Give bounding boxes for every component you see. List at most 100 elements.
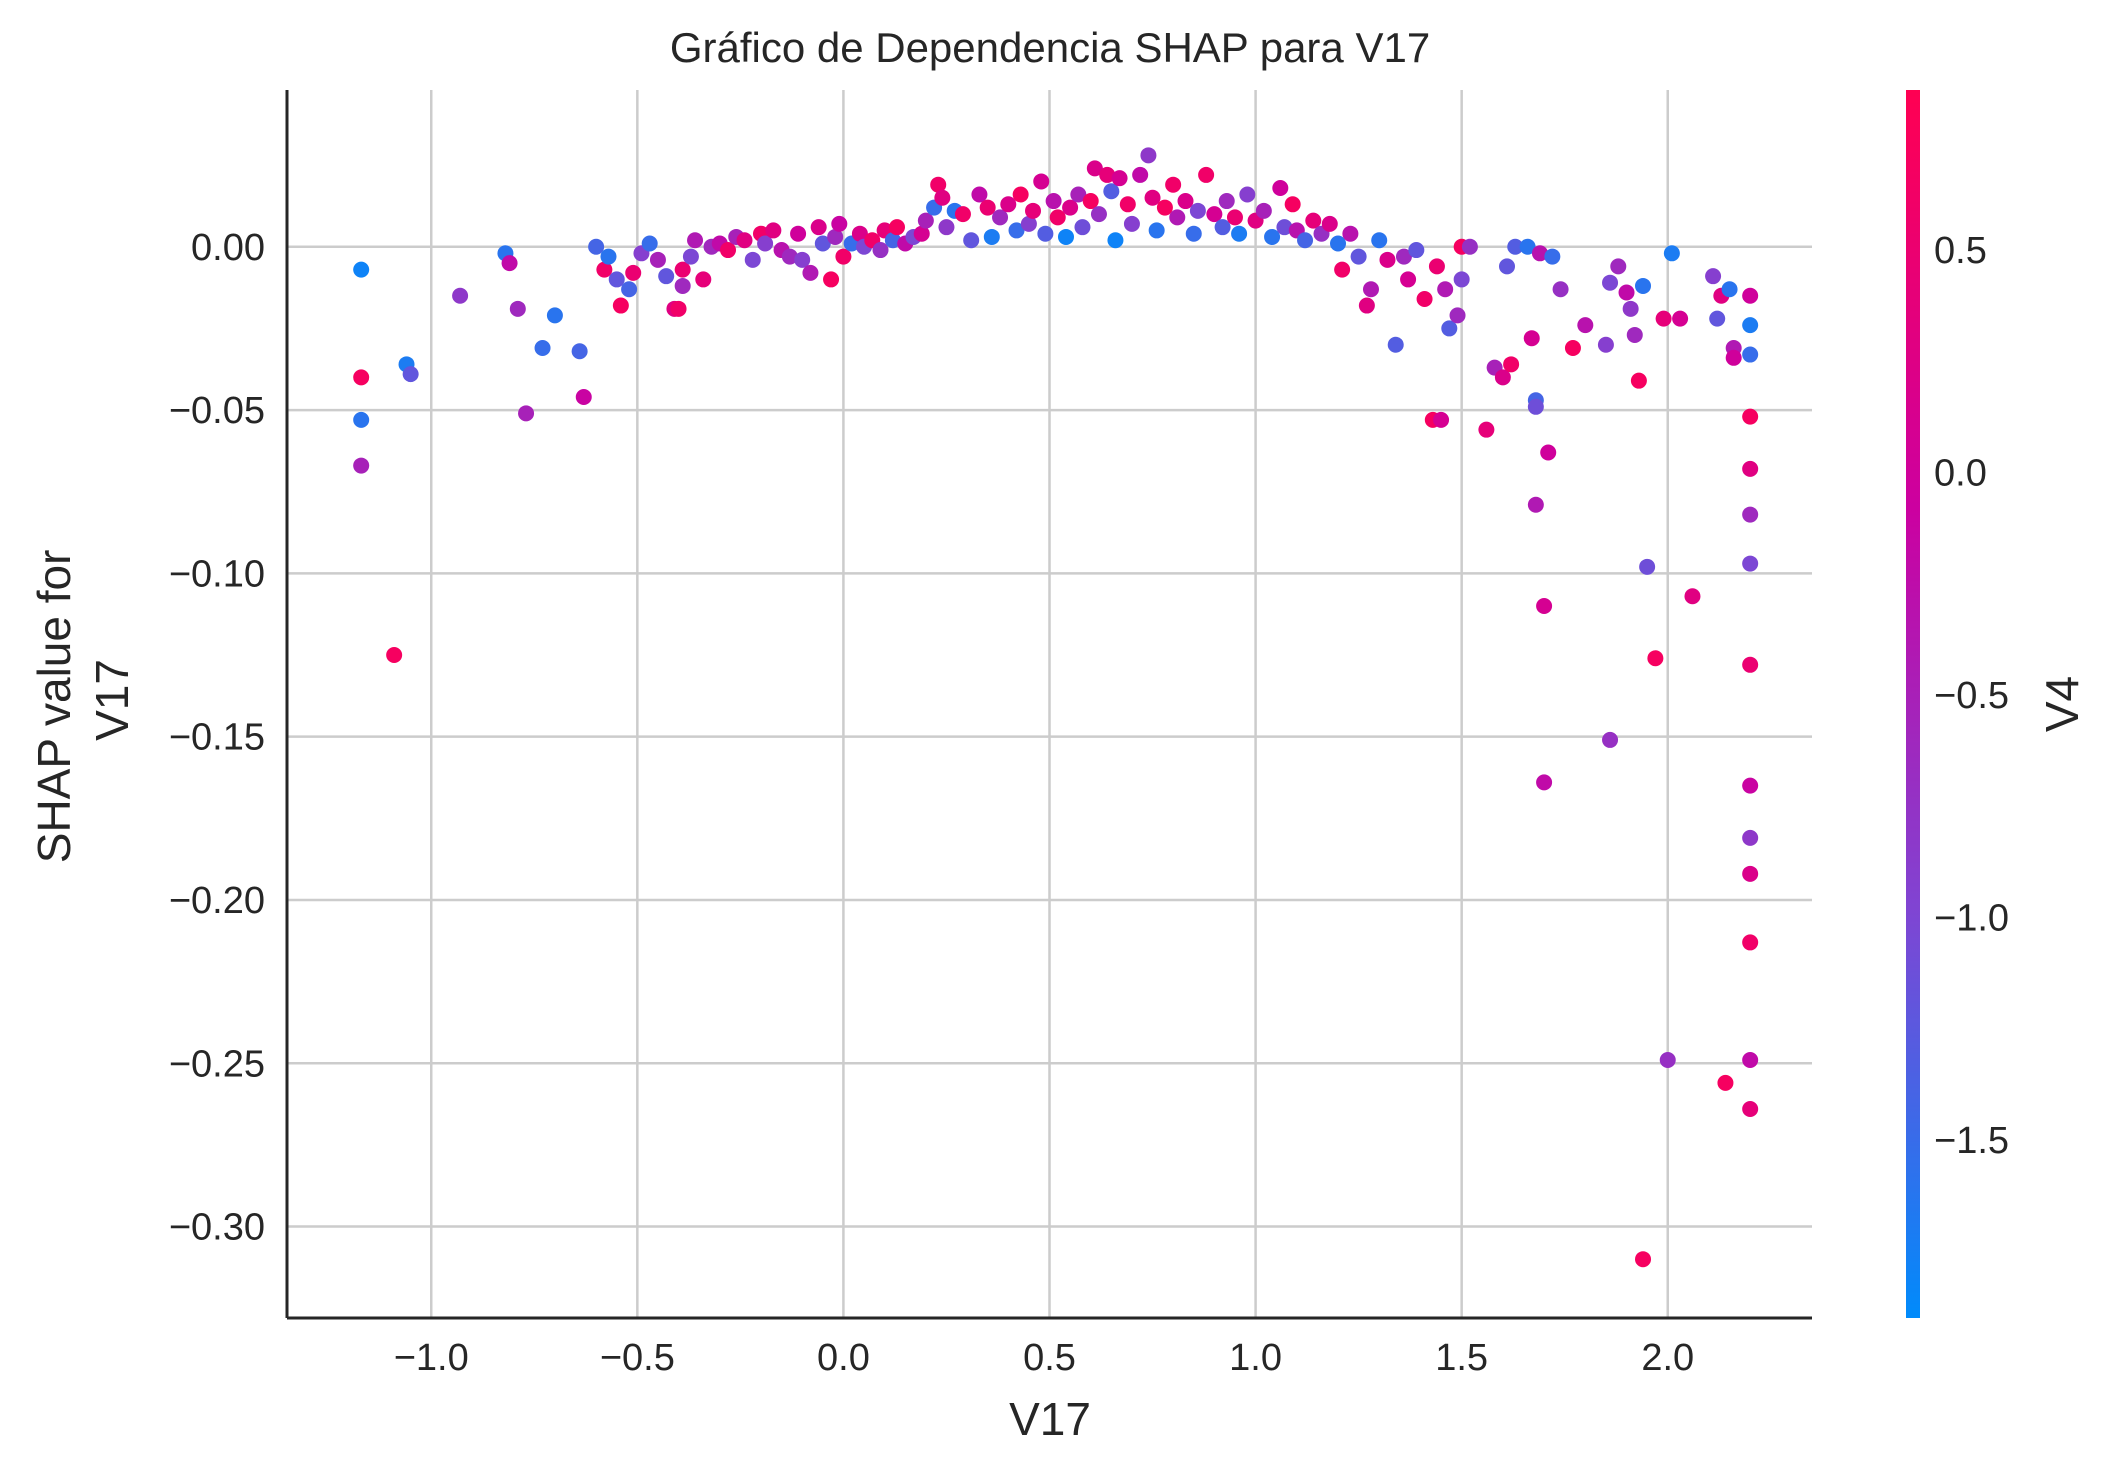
scatter-point <box>781 248 798 265</box>
scatter-point <box>1536 774 1553 791</box>
scatter-point <box>452 287 469 304</box>
scatter-point <box>1507 238 1524 255</box>
scatter-point <box>1453 271 1470 288</box>
colorbar-tick-labels: 0.5 0.0 −0.5 −1.0 −1.5 <box>1934 230 2009 1162</box>
scatter-point <box>1717 1074 1734 1091</box>
scatter-point <box>823 271 840 288</box>
scatter-point <box>386 647 403 664</box>
scatter-point <box>1635 1251 1652 1268</box>
scatter-point <box>353 261 370 278</box>
scatter-point <box>1099 166 1116 183</box>
colorbar-tick-label: 0.0 <box>1934 453 1987 495</box>
scatter-point <box>827 228 844 245</box>
scatter-point <box>1025 202 1042 219</box>
scatter-point <box>1523 330 1540 347</box>
scatter-point <box>1082 193 1099 210</box>
scatter-point <box>509 300 526 317</box>
y-tick-label: −0.15 <box>169 717 265 759</box>
scatter-point <box>1086 160 1103 177</box>
scatter-point <box>1602 274 1619 291</box>
scatter-point <box>353 369 370 386</box>
scatter-point <box>353 457 370 474</box>
scatter-point <box>534 340 551 357</box>
scatter-point <box>687 232 704 249</box>
scatter-point <box>571 343 588 360</box>
scatter-point <box>1165 176 1182 193</box>
scatter-point <box>930 176 947 193</box>
scatter-point <box>720 242 737 259</box>
scatter-point <box>917 212 934 229</box>
scatter-point <box>1103 183 1120 200</box>
scatter-point <box>757 235 774 252</box>
scatter-point <box>1070 186 1087 203</box>
y-tick-labels: 0.00 −0.05 −0.10 −0.15 −0.20 −0.25 −0.30 <box>169 227 265 1249</box>
y-axis-label-line-2: V17 <box>86 659 138 741</box>
scatter-point <box>1540 444 1557 461</box>
scatter-point <box>814 235 831 252</box>
scatter-point <box>1140 147 1157 164</box>
scatter-point <box>1503 356 1520 373</box>
x-axis-label: V17 <box>1009 1393 1091 1445</box>
y-tick-label: −0.20 <box>169 880 265 922</box>
scatter-point <box>1618 284 1635 301</box>
scatter-point <box>1742 656 1759 673</box>
scatter-point <box>1449 307 1466 324</box>
scatter-point <box>954 206 971 223</box>
scatter-point <box>1742 1100 1759 1117</box>
scatter-point <box>1057 228 1074 245</box>
scatter-point <box>851 225 868 242</box>
scatter-point <box>1655 310 1672 327</box>
scatter-point <box>1647 650 1664 667</box>
scatter-point <box>794 251 811 268</box>
scatter-point <box>1626 326 1643 343</box>
scatter-point <box>1000 196 1017 213</box>
scatter-point <box>625 264 642 281</box>
scatter-point <box>979 199 996 216</box>
scatter-point <box>1742 287 1759 304</box>
scatter-point <box>831 215 848 232</box>
scatter-point <box>1008 222 1025 239</box>
scatter-point <box>1037 225 1054 242</box>
y-tick-label: −0.25 <box>169 1043 265 1085</box>
scatter-point <box>790 225 807 242</box>
scatter-point <box>1577 317 1594 334</box>
scatter-point <box>884 232 901 249</box>
scatter-point <box>1358 297 1375 314</box>
scatter-point <box>1709 310 1726 327</box>
scatter-point <box>1012 186 1029 203</box>
colorbar <box>1906 90 1920 1318</box>
scatter-point <box>1705 268 1722 285</box>
scatter-point <box>1169 209 1186 226</box>
scatter-point <box>1107 232 1124 249</box>
scatter-point <box>963 232 980 249</box>
x-gridlines <box>430 90 1669 1318</box>
scatter-point <box>1433 411 1450 428</box>
scatter-point <box>695 271 712 288</box>
scatter-point <box>1148 222 1165 239</box>
scatter-point <box>546 307 563 324</box>
scatter-point <box>1544 248 1561 265</box>
scatter-point <box>1527 496 1544 513</box>
scatter-point <box>641 235 658 252</box>
scatter-point <box>1214 219 1231 236</box>
scatter-point <box>402 366 419 383</box>
scatter-point <box>674 277 691 294</box>
scatter-point <box>1437 281 1454 298</box>
scatter-point <box>1478 421 1495 438</box>
scatter-point <box>992 209 1009 226</box>
scatter-point <box>744 251 761 268</box>
scatter-point <box>1276 219 1293 236</box>
scatter-point <box>1527 398 1544 415</box>
colorbar-tick-label: −1.0 <box>1934 898 2009 940</box>
scatter-point <box>938 219 955 236</box>
scatter-point <box>1639 558 1656 575</box>
scatter-point <box>1742 317 1759 334</box>
y-axis-label-line-1: SHAP value for <box>28 550 80 864</box>
scatter-point <box>1494 369 1511 386</box>
scatter-point <box>1395 248 1412 265</box>
scatter-point <box>1742 865 1759 882</box>
colorbar-tick-label: −0.5 <box>1934 675 2009 717</box>
y-tick-label: 0.00 <box>191 227 265 269</box>
scatter-point <box>674 261 691 278</box>
